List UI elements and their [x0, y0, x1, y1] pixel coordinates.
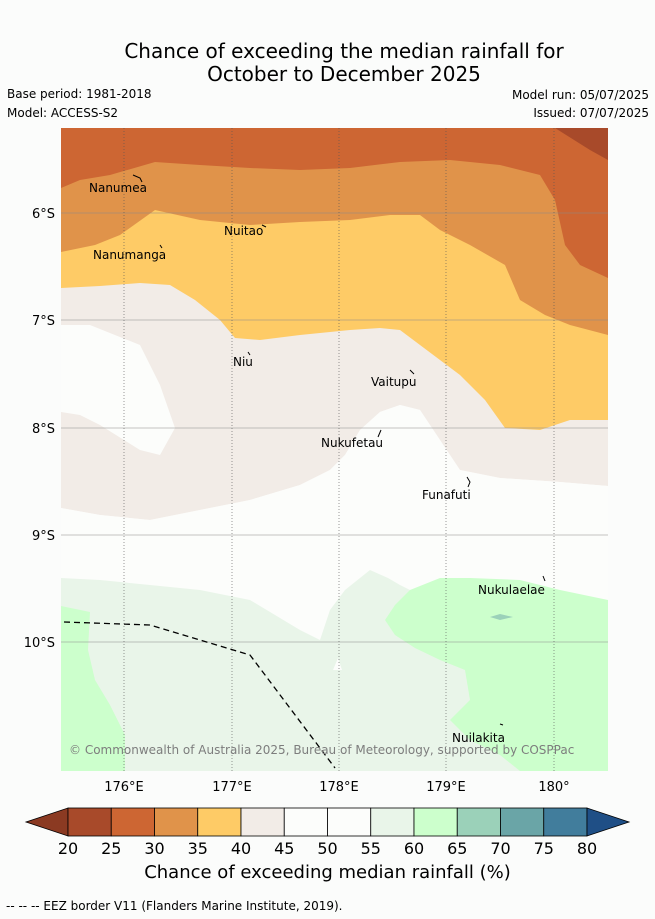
colorbar-tick-20: 20	[58, 839, 78, 858]
colorbar-cell-25-30	[110, 807, 155, 837]
colorbar-cell-60-65	[413, 807, 458, 837]
label-nuitao: Nuitao	[224, 224, 263, 238]
label-nuilakita: Nuilakita	[452, 731, 505, 745]
lon-label-179e: 179°E	[426, 780, 466, 795]
colorbar-tick-75: 75	[534, 839, 554, 858]
lon-label-180: 180°	[538, 780, 569, 795]
colorbar-title: Chance of exceeding median rainfall (%)	[144, 862, 511, 883]
colorbar-cell-70-75	[500, 807, 545, 837]
title-line-1: Chance of exceeding the median rainfall …	[124, 39, 564, 63]
issued-text: Issued: 07/07/2025	[533, 106, 649, 120]
band-25-30	[61, 128, 608, 278]
label-funafuti: Funafuti	[422, 488, 471, 502]
copyright-text: © Commonwealth of Australia 2025, Bureau…	[69, 743, 574, 757]
label-nukufetau: Nukufetau	[321, 436, 383, 450]
colorbar-cell-65-70	[456, 807, 501, 837]
lat-label-7s: 7°S	[32, 314, 55, 329]
band-white-lower	[61, 405, 608, 560]
label-nanumea: Nanumea	[89, 181, 147, 195]
map-area	[61, 128, 608, 771]
colorbar-tick-50: 50	[317, 839, 337, 858]
colorbar-tick-30: 30	[144, 839, 164, 858]
colorbar-cell-40-45	[240, 807, 285, 837]
island-nukulaelae	[542, 575, 546, 582]
colorbar-low-extend	[24, 807, 69, 837]
colorbar-tick-40: 40	[231, 839, 251, 858]
islands	[132, 174, 546, 726]
colorbar-tick-25: 25	[101, 839, 121, 858]
label-vaitupu: Vaitupu	[371, 375, 417, 389]
base-period-text: Base period: 1981-2018	[7, 87, 152, 101]
model-run-text: Model run: 05/07/2025	[511, 88, 649, 102]
island-nukufetau	[377, 429, 382, 438]
lon-label-176e: 176°E	[104, 780, 144, 795]
label-niu: Niu	[233, 355, 253, 369]
island-nanumea	[132, 174, 143, 183]
colorbar-cell-50-55	[327, 807, 372, 837]
label-nukulaelae: Nukulaelae	[478, 583, 545, 597]
model-text: Model: ACCESS-S2	[7, 106, 119, 120]
lat-label-10s: 10°S	[24, 636, 55, 651]
band-white-pocket	[61, 325, 175, 455]
band-60-65-west	[61, 606, 125, 771]
band-60-65-east	[385, 578, 608, 771]
lon-label-177e: 177°E	[212, 780, 252, 795]
label-nanumanga: Nanumanga	[93, 248, 166, 262]
colorbar-cell-35-40	[197, 807, 242, 837]
colorbar-tick-55: 55	[361, 839, 381, 858]
colorbar-tick-60: 60	[404, 839, 424, 858]
island-nuilakita	[499, 723, 504, 726]
band-30-35	[61, 128, 608, 335]
eez-footer-note: -- -- -- EEZ border V11 (Flanders Marine…	[6, 899, 343, 913]
band-white-islet	[333, 658, 342, 670]
island-niu	[247, 351, 251, 356]
map-grid	[61, 128, 608, 771]
island-nanumanga	[159, 244, 163, 249]
colorbar-cells	[67, 807, 588, 837]
band-20-25	[555, 128, 608, 160]
lat-label-9s: 9°S	[32, 529, 55, 544]
island-funafuti	[466, 476, 471, 488]
island-nuitao	[261, 224, 267, 228]
lat-label-6s: 6°S	[32, 207, 55, 222]
colorbar-cell-55-60	[370, 807, 415, 837]
colorbar-cell-75-80	[543, 807, 588, 837]
map-title: Chance of exceeding the median rainfall …	[0, 40, 655, 86]
title-line-2: October to December 2025	[207, 62, 481, 86]
colorbar-ticks: 20 25 30 35 40 45 50 55 60 65 70 75 80	[58, 839, 597, 858]
colorbar-high-extend	[586, 807, 631, 837]
colorbar-tick-45: 45	[274, 839, 294, 858]
colorbar-tick-80: 80	[577, 839, 597, 858]
eez-border-line	[63, 621, 336, 769]
lon-label-178e: 178°E	[319, 780, 359, 795]
colorbar-tick-65: 65	[447, 839, 467, 858]
colorbar-cell-20-25	[67, 807, 112, 837]
colorbar-cell-30-35	[154, 807, 199, 837]
colorbar-tick-70: 70	[490, 839, 510, 858]
colorbar-cell-45-50	[283, 807, 328, 837]
colorbar: 20 25 30 35 40 45 50 55 60 65 70 75 80	[24, 807, 631, 858]
band-65-70	[490, 614, 513, 620]
colorbar-tick-35: 35	[188, 839, 208, 858]
island-vaitupu	[409, 369, 415, 375]
lat-label-8s: 8°S	[32, 422, 55, 437]
